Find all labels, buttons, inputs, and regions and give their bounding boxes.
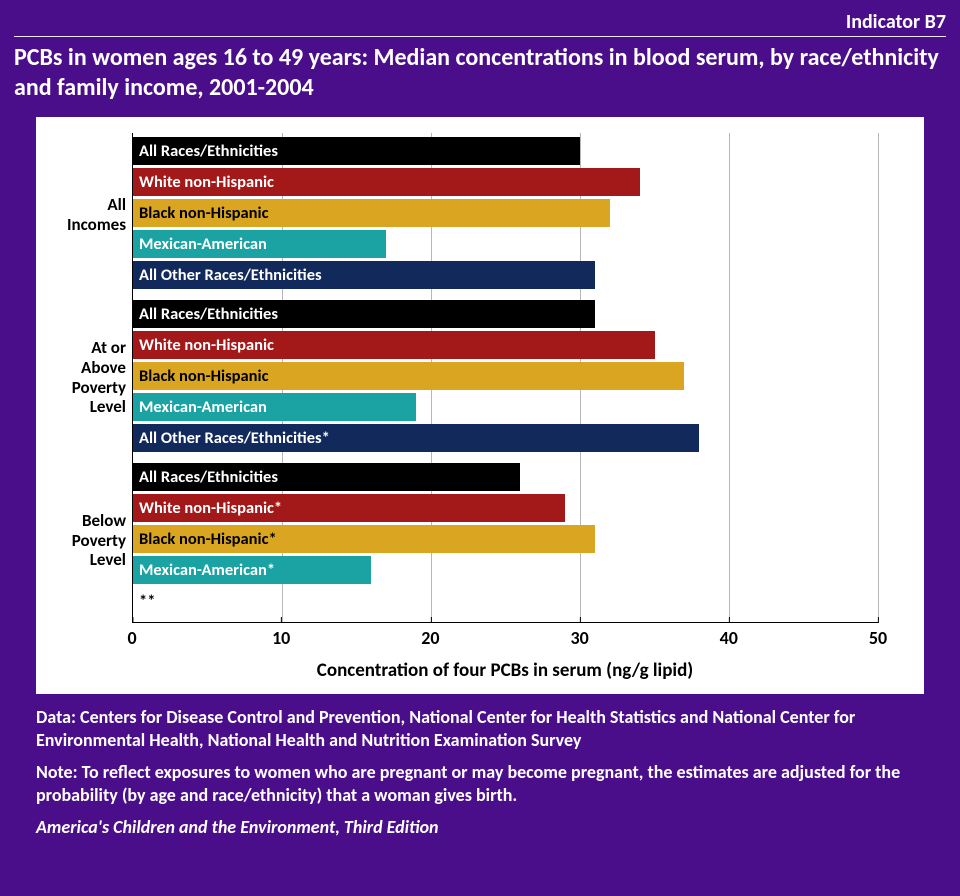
bar-row: Black non-Hispanic xyxy=(133,199,878,227)
bar-label: All Races/Ethnicities xyxy=(139,137,278,165)
header-rule xyxy=(14,36,946,37)
x-tick: 20 xyxy=(421,623,439,649)
bar-row: Mexican-American xyxy=(133,230,878,258)
x-axis-label: Concentration of four PCBs in serum (ng/… xyxy=(132,657,878,686)
bar-label: All Races/Ethnicities xyxy=(139,300,278,328)
bar-label: ** xyxy=(139,587,155,615)
footer-notes: Data: Centers for Disease Control and Pr… xyxy=(14,694,946,839)
plot: All Races/Ethnicities White non-Hispanic B… xyxy=(132,133,878,623)
bar-row: ** xyxy=(133,587,878,615)
bar-row: All Races/Ethnicities xyxy=(133,137,878,165)
group-label: Below Poverty Level xyxy=(46,459,132,622)
footer-data: Data: Centers for Disease Control and Pr… xyxy=(36,706,924,753)
plot-area: All Races/Ethnicities White non-Hispanic B… xyxy=(132,133,878,623)
x-axis: 01020304050 xyxy=(132,623,878,657)
bar-row: All Races/Ethnicities xyxy=(133,300,878,328)
footer-source: America's Children and the Environment, … xyxy=(36,816,924,839)
bar-row: All Other Races/Ethnicities xyxy=(133,261,878,289)
bar-label: Mexican-American* xyxy=(139,556,275,584)
indicator-label: Indicator B7 xyxy=(14,10,946,36)
chart-title: PCBs in women ages 16 to 49 years: Media… xyxy=(14,43,946,103)
x-tick: 0 xyxy=(127,623,136,649)
bar-label: White non-Hispanic* xyxy=(139,494,282,522)
group-label: All Incomes xyxy=(46,133,132,296)
bar-label: All Other Races/Ethnicities* xyxy=(139,424,330,452)
bar-label: Mexican-American xyxy=(139,230,267,258)
bar-label: Black non-Hispanic xyxy=(139,199,269,227)
bar-group: All Races/Ethnicities White non-Hispanic*… xyxy=(133,459,878,622)
bar-group: All Races/Ethnicities White non-Hispanic B… xyxy=(133,296,878,459)
footer-note: Note: To reflect exposures to women who … xyxy=(36,761,924,808)
x-tick: 30 xyxy=(570,623,588,649)
x-tick: 50 xyxy=(869,623,887,649)
chart-body: All IncomesAt or Above Poverty LevelBelo… xyxy=(46,133,878,623)
bar-row: Mexican-American* xyxy=(133,556,878,584)
bar-row: All Other Races/Ethnicities* xyxy=(133,424,878,452)
x-tick: 40 xyxy=(720,623,738,649)
bar-label: Black non-Hispanic xyxy=(139,362,269,390)
figure-container: Indicator B7 PCBs in women ages 16 to 49… xyxy=(0,0,960,896)
bar-row: Black non-Hispanic* xyxy=(133,525,878,553)
group-label: At or Above Poverty Level xyxy=(46,296,132,459)
bar-label: Mexican-American xyxy=(139,393,267,421)
bar-row: Mexican-American xyxy=(133,393,878,421)
x-tick: 10 xyxy=(272,623,290,649)
bar-row: Black non-Hispanic xyxy=(133,362,878,390)
bars-container: All Races/Ethnicities White non-Hispanic B… xyxy=(133,133,878,622)
y-group-labels: All IncomesAt or Above Poverty LevelBelo… xyxy=(46,133,132,623)
bar-label: All Races/Ethnicities xyxy=(139,463,278,491)
chart-panel: All IncomesAt or Above Poverty LevelBelo… xyxy=(36,117,924,694)
gridline xyxy=(878,133,879,622)
bar-label: White non-Hispanic xyxy=(139,331,274,359)
bar-row: White non-Hispanic* xyxy=(133,494,878,522)
bar-label: White non-Hispanic xyxy=(139,168,274,196)
bar-row: All Races/Ethnicities xyxy=(133,463,878,491)
bar-row: White non-Hispanic xyxy=(133,168,878,196)
bar-group: All Races/Ethnicities White non-Hispanic B… xyxy=(133,133,878,296)
bar-label: Black non-Hispanic* xyxy=(139,525,277,553)
bar-row: White non-Hispanic xyxy=(133,331,878,359)
bar-label: All Other Races/Ethnicities xyxy=(139,261,322,289)
